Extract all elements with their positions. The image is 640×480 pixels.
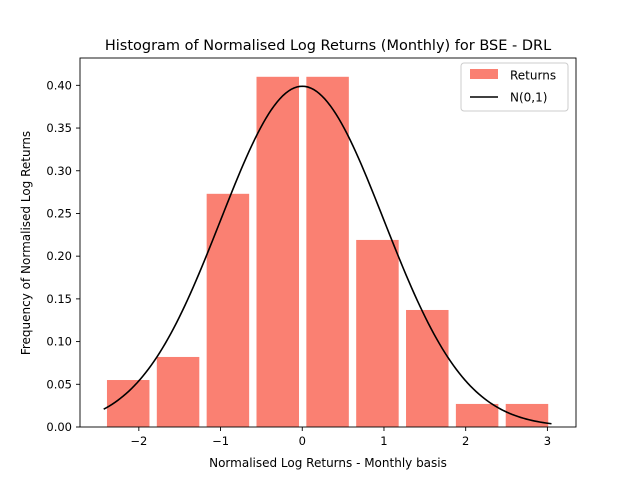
x-tick-label: −2 (130, 434, 147, 448)
x-tick-label: 3 (544, 434, 551, 448)
x-axis-ticks: −2 −1 0 1 2 3 (130, 427, 551, 448)
y-tick-label: 0.35 (46, 121, 72, 135)
x-tick-label: 2 (462, 434, 469, 448)
normal-curve-line (103, 85, 552, 425)
histogram-bar-2 (206, 193, 250, 427)
legend-label-normal: N(0,1) (510, 91, 547, 105)
histogram-bar-4 (306, 76, 349, 428)
axes-frame (79, 57, 577, 428)
histogram-bar-7 (455, 403, 499, 427)
y-tick-label: 0.20 (46, 249, 72, 263)
y-tick-label: 0.25 (46, 206, 72, 220)
legend-label-returns: Returns (510, 69, 556, 83)
y-tick-label: 0.15 (46, 292, 72, 306)
y-tick-label: 0.05 (46, 377, 72, 391)
y-axis-ticks: 0.00 0.05 0.10 0.15 0.20 0.25 0.30 0.35 0.40 (46, 78, 80, 434)
y-axis-label: Frequency of Normalised Log Returns (19, 131, 33, 355)
x-tick-label: 0 (299, 434, 306, 448)
y-tick-label: 0.00 (46, 420, 72, 434)
y-tick-label: 0.10 (46, 335, 72, 349)
x-axis-label: Normalised Log Returns - Monthly basis (209, 456, 447, 470)
y-tick-label: 0.30 (46, 164, 72, 178)
legend-swatch-returns (470, 69, 498, 79)
y-tick-label: 0.40 (46, 78, 72, 92)
histogram-bar-5 (356, 239, 399, 427)
histogram-bar-8 (505, 403, 549, 427)
bar-group (106, 76, 549, 428)
x-tick-label: −1 (212, 434, 229, 448)
legend: Returns N(0,1) (460, 62, 569, 112)
histogram-bar-3 (256, 76, 299, 428)
chart-title: Histogram of Normalised Log Returns (Mon… (105, 38, 551, 54)
x-tick-label: 1 (380, 434, 387, 448)
histogram-bar-1 (156, 356, 200, 427)
histogram-bar-6 (406, 309, 449, 427)
